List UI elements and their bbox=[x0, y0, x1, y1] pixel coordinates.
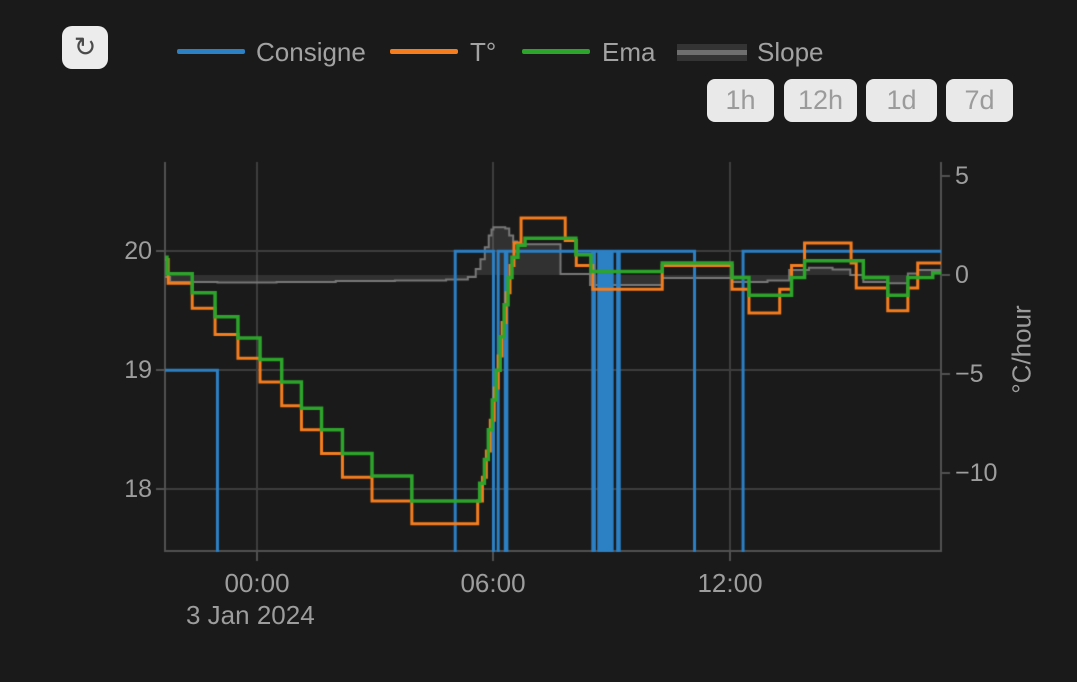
range-button-1d[interactable]: 1d bbox=[866, 79, 937, 122]
legend-label-ema: Ema bbox=[602, 37, 656, 67]
slope-axis-tick-minus10: −10 bbox=[955, 459, 998, 487]
refresh-icon: ↻ bbox=[73, 32, 97, 62]
legend-label-consigne: Consigne bbox=[256, 37, 366, 67]
temperature-line-swatch bbox=[390, 49, 458, 54]
date-label: 3 Jan 2024 bbox=[186, 600, 315, 630]
slope-area-swatch-line bbox=[677, 50, 747, 55]
range-button-1h[interactable]: 1h bbox=[707, 79, 774, 122]
slope-axis-title: °C/hour bbox=[1006, 305, 1037, 394]
legend-label-slope: Slope bbox=[757, 37, 824, 67]
slope-axis-tick-minus5: −5 bbox=[955, 360, 984, 388]
range-button-12h[interactable]: 12h bbox=[784, 79, 857, 122]
slope-axis-tick-5: 5 bbox=[955, 162, 969, 190]
temp-axis-tick-18: 18 bbox=[124, 475, 152, 503]
time-axis-tick-0600: 06:00 bbox=[460, 568, 526, 598]
legend-label-temperature: T° bbox=[470, 37, 497, 67]
range-button-7d[interactable]: 7d bbox=[946, 79, 1013, 122]
slope-area-swatch bbox=[677, 44, 747, 61]
consigne-line-swatch bbox=[177, 49, 245, 54]
refresh-button[interactable]: ↻ bbox=[62, 26, 108, 69]
temp-axis-tick-19: 19 bbox=[124, 356, 152, 384]
slope-axis-tick-0: 0 bbox=[955, 261, 969, 289]
time-axis-tick-0000: 00:00 bbox=[224, 568, 290, 598]
temp-axis-tick-20: 20 bbox=[124, 237, 152, 265]
ema-line-swatch bbox=[522, 49, 590, 54]
time-axis-tick-1200: 12:00 bbox=[697, 568, 763, 598]
